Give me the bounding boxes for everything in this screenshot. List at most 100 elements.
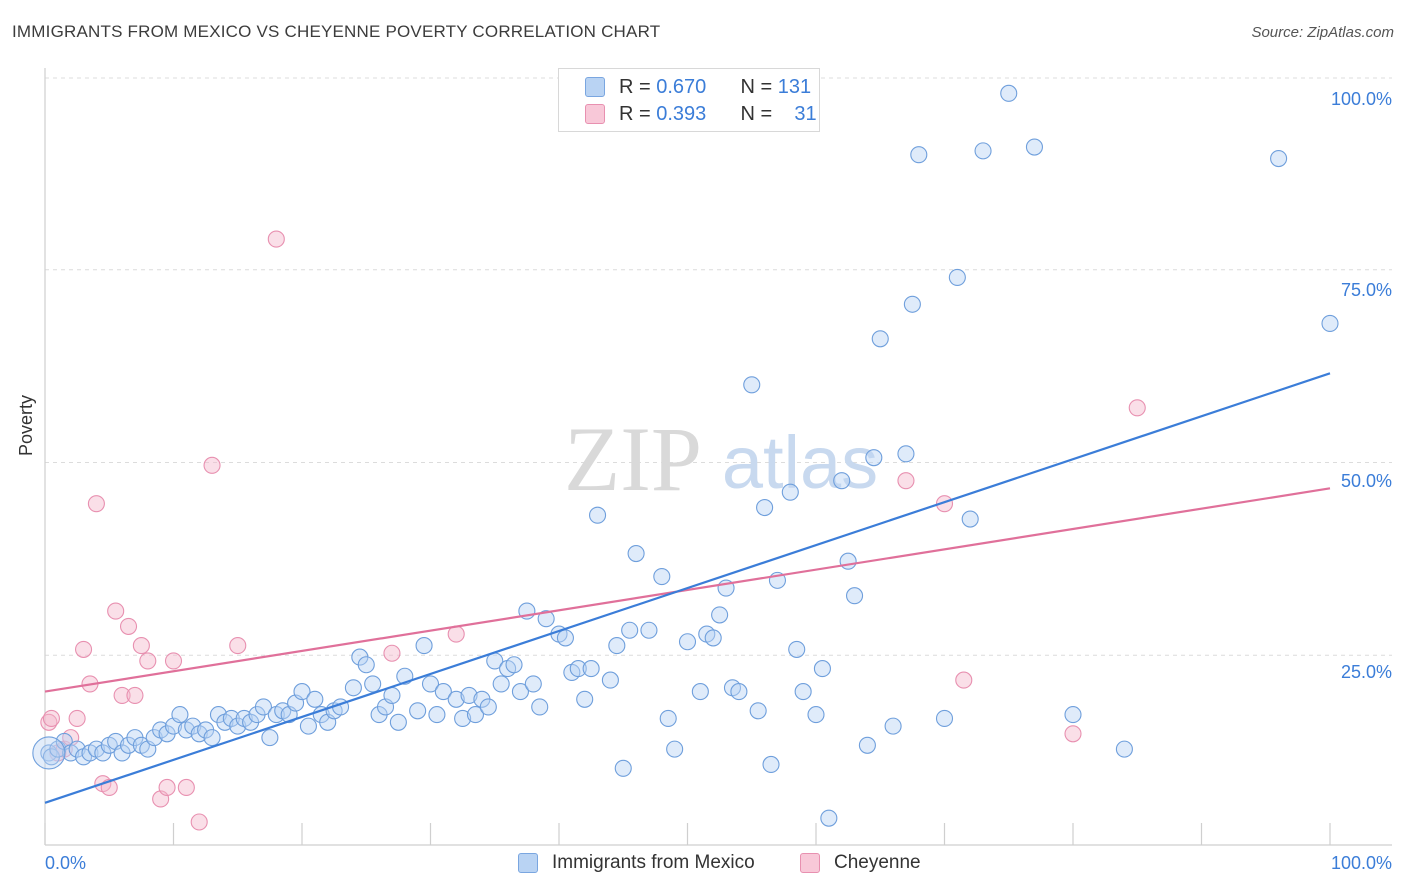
watermark: ZIP atlas (564, 408, 878, 510)
mexico-point (421, 675, 440, 693)
source-label: Source: ZipAtlas.com (1251, 24, 1394, 41)
legend-row-mexico: R = 0.670 N = 131 (585, 74, 811, 100)
mexico-point (601, 671, 619, 689)
mexico-point (871, 330, 889, 348)
cheyenne-point (107, 602, 125, 620)
mexico-point (537, 610, 555, 628)
cheyenne-point (87, 495, 105, 513)
mexico-point (711, 606, 729, 624)
legend-r-value-cheyenne: 0.393 (656, 102, 707, 125)
mexico-point (1025, 138, 1043, 156)
legend-r-value-mexico: 0.670 (656, 75, 707, 98)
mexico-point (730, 683, 748, 701)
cheyenne-point (267, 230, 285, 248)
mexico-point (640, 621, 658, 639)
mexico-point (1115, 740, 1133, 758)
mexico-point (434, 683, 452, 701)
y-tick-label: 50.0% (1341, 471, 1392, 491)
mexico-point (588, 506, 607, 524)
mexico-point (466, 706, 485, 724)
bottom-legend-swatch-cheyenne (800, 853, 820, 873)
cheyenne-point (68, 709, 86, 727)
mexico-point (897, 445, 915, 463)
mexico-point (261, 729, 279, 747)
mexico-point (32, 736, 66, 770)
mexico-point (1000, 84, 1018, 102)
cheyenne-point (139, 652, 157, 670)
mexico-point (813, 660, 831, 678)
cheyenne-point (955, 671, 973, 689)
chart-title: IMMIGRANTS FROM MEXICO VS CHEYENNE POVER… (12, 22, 661, 41)
bottom-legend-label-cheyenne: Cheyenne (834, 852, 921, 873)
legend-n-value-cheyenne: 31 (794, 102, 817, 125)
mexico-point (1321, 314, 1339, 332)
y-tick-label: 25.0% (1341, 662, 1392, 682)
mexico-point (653, 567, 671, 586)
mexico-point (344, 679, 362, 697)
mexico-point (910, 146, 928, 164)
mexico-point (293, 683, 311, 701)
mexico-point (756, 498, 774, 517)
mexico-point (1064, 706, 1082, 724)
mexico-trend-line (44, 372, 1331, 804)
mexico-point (621, 621, 639, 639)
cheyenne-trend-line (44, 487, 1331, 693)
mexico-point (479, 698, 497, 716)
cheyenne-point (229, 637, 247, 655)
mexico-point (659, 709, 677, 727)
mexico-point (524, 675, 542, 693)
mexico-point (409, 702, 427, 720)
mexico-point (428, 706, 446, 724)
mexico-point (492, 675, 510, 693)
legend-r-label: R = (619, 102, 651, 125)
mexico-point (865, 449, 883, 467)
mexico-point (678, 633, 697, 651)
cheyenne-point (177, 778, 195, 797)
legend-r-label: R = (619, 75, 651, 98)
mexico-point (627, 544, 645, 563)
mexico-point (961, 510, 979, 528)
mexico-point (974, 142, 992, 160)
watermark-atlas: atlas (722, 421, 878, 504)
mexico-point (364, 675, 382, 693)
mexico-point (614, 759, 632, 777)
cheyenne-point (897, 472, 915, 490)
mexico-point (460, 686, 478, 704)
cheyenne-point (203, 456, 221, 474)
mexico-point (935, 709, 954, 727)
mexico-point (858, 736, 876, 754)
mexico-point (948, 268, 966, 286)
mexico-point (203, 729, 221, 747)
mexico-point (781, 483, 799, 501)
mexico-point (569, 660, 587, 678)
mexico-point (556, 629, 574, 647)
cheyenne-point (164, 652, 183, 670)
mexico-point (171, 706, 189, 724)
mexico-points (32, 84, 1339, 827)
legend-n-value-mexico: 131 (777, 75, 812, 98)
mexico-point (306, 690, 324, 708)
mexico-point (807, 706, 825, 724)
cheyenne-point (126, 686, 144, 704)
cheyenne-point (42, 709, 60, 727)
tick-labels: 25.0% 50.0% 75.0% 100.0% 0.0% 100.0% (45, 89, 1392, 873)
mexico-point (415, 637, 433, 655)
trend-lines (44, 372, 1331, 804)
mexico-point (447, 690, 465, 708)
mexico-point (389, 713, 407, 731)
bottom-legend-swatch-mexico (518, 853, 538, 873)
mexico-point (839, 552, 857, 570)
cheyenne-point (190, 813, 208, 831)
mexico-point (762, 755, 780, 774)
x-tick-label: 100.0% (1331, 853, 1392, 873)
mexico-point (582, 660, 600, 678)
mexico-point (691, 683, 709, 701)
mexico-point (788, 640, 806, 658)
y-tick-label: 100.0% (1331, 89, 1392, 109)
mexico-point (576, 690, 594, 708)
legend-swatch-mexico (585, 77, 605, 97)
mexico-point (743, 376, 761, 394)
mexico-point (454, 709, 472, 727)
watermark-zip: ZIP (564, 408, 702, 510)
